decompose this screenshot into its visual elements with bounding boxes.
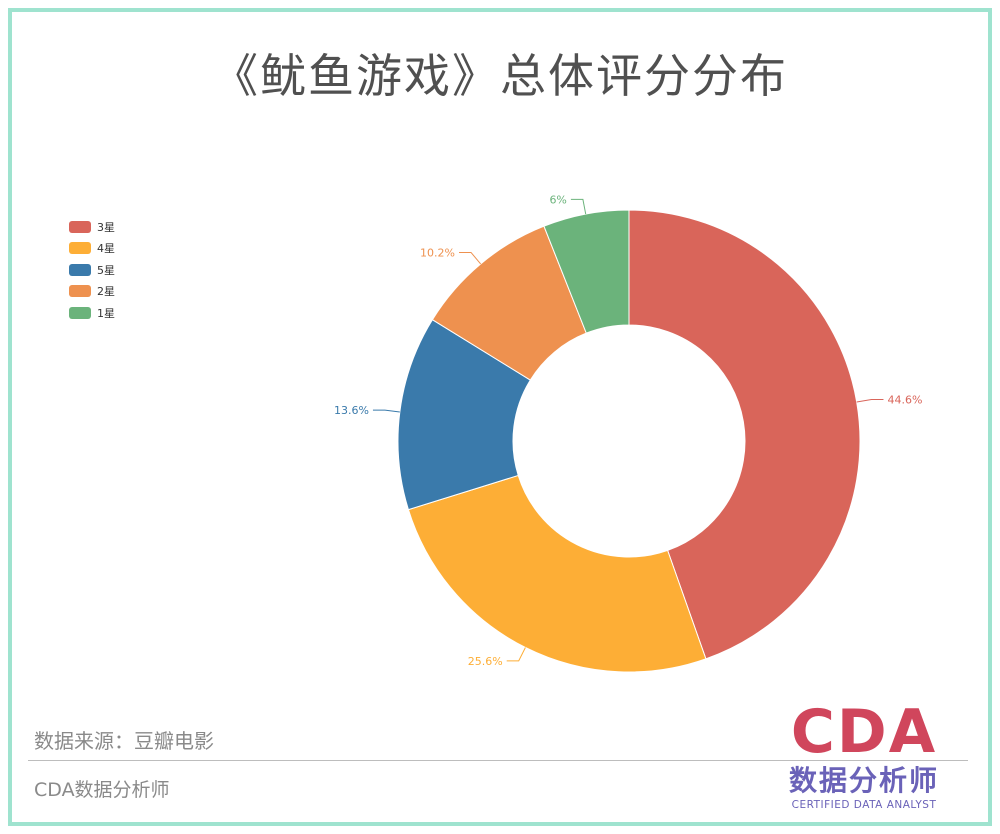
legend-item[interactable]: 5星 — [69, 259, 115, 281]
label-leader-line — [506, 647, 526, 662]
legend-swatch — [69, 263, 91, 276]
donut-slice[interactable] — [543, 209, 630, 334]
legend-label: 2星 — [97, 285, 115, 299]
data-source: 数据来源：豆瓣电影 — [34, 729, 214, 753]
donut-slice[interactable] — [628, 209, 861, 660]
label-leader-line — [459, 251, 482, 265]
label-leader-line — [570, 198, 587, 215]
cda-logo: CDA 数据分析师 CERTIFIED DATA ANALYST — [764, 700, 964, 820]
legend: 3星 4星 5星 2星 1星 — [69, 216, 115, 324]
footer-divider — [28, 760, 968, 761]
slice-value-label: 6% — [549, 193, 566, 206]
legend-item[interactable]: 2星 — [69, 281, 115, 303]
legend-item[interactable]: 4星 — [69, 238, 115, 260]
legend-label: 1星 — [97, 306, 115, 320]
legend-swatch — [69, 306, 91, 319]
legend-swatch — [69, 220, 91, 233]
footer-brand: CDA数据分析师 — [34, 779, 170, 801]
legend-label: 4星 — [97, 242, 115, 256]
logo-en-text: CERTIFIED DATA ANALYST — [791, 799, 937, 811]
legend-swatch — [69, 242, 91, 255]
donut-slice[interactable] — [407, 474, 707, 673]
chart-title: 《鱿鱼游戏》总体评分分布 — [212, 49, 788, 103]
slice-value-label: 10.2% — [420, 246, 455, 259]
label-leader-line — [856, 398, 884, 403]
slice-value-label: 25.6% — [468, 655, 503, 668]
logo-cn-text: 数据分析师 — [788, 764, 939, 797]
legend-label: 5星 — [97, 263, 115, 277]
legend-swatch — [69, 285, 91, 298]
legend-item[interactable]: 1星 — [69, 302, 115, 324]
legend-item[interactable]: 3星 — [69, 216, 115, 238]
label-leader-line — [372, 409, 400, 413]
legend-label: 3星 — [97, 220, 115, 234]
logo-main-text: CDA — [790, 697, 938, 767]
slice-value-label: 44.6% — [887, 393, 922, 406]
slice-value-label: 13.6% — [334, 404, 369, 417]
